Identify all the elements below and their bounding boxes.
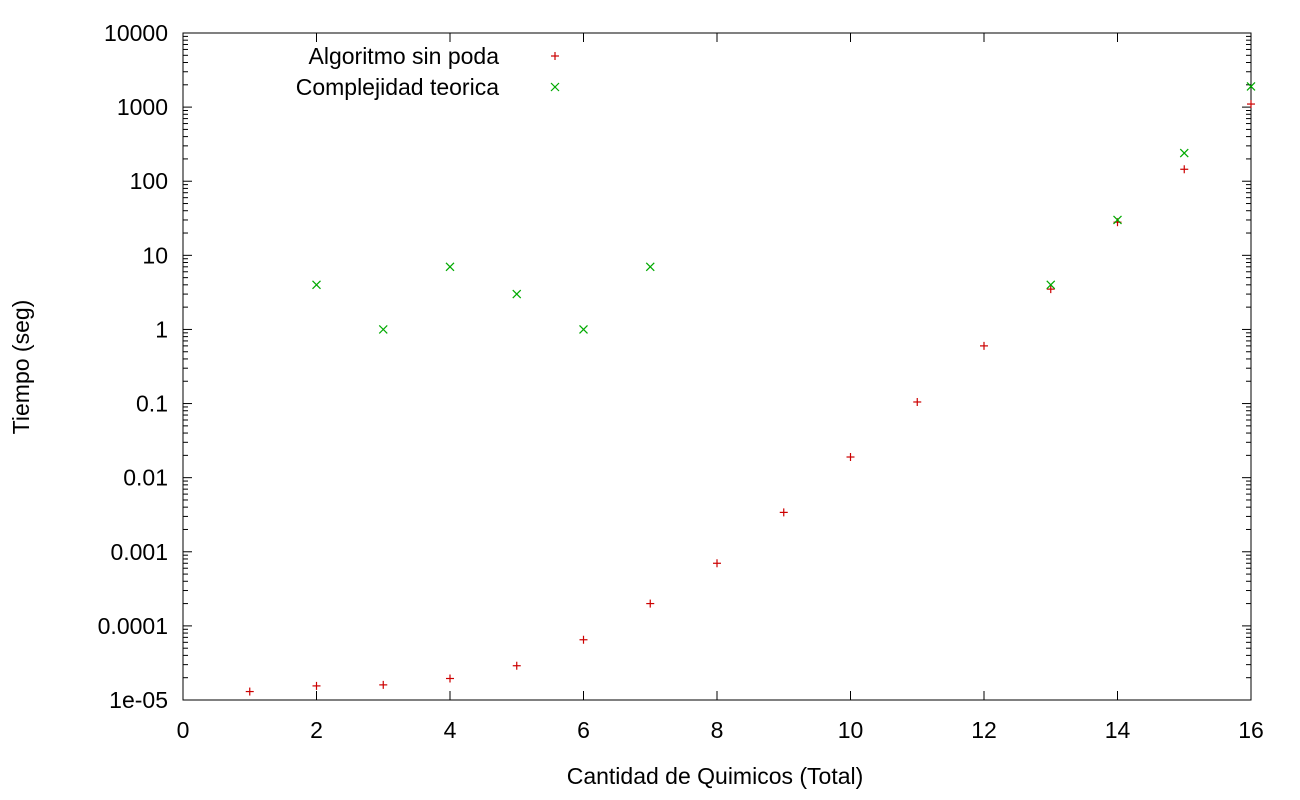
x-tick-label: 6 [577,717,590,743]
data-point-cross [579,325,588,334]
y-tick-label: 0.1 [136,391,168,417]
y-tick-label: 0.0001 [98,613,168,639]
y-tick-label: 10 [142,242,168,268]
legend: Algoritmo sin poda Complejidad teorica [296,43,560,100]
data-point-plus [713,559,721,568]
y-tick-label: 1 [155,316,168,342]
data-point-plus [245,687,254,696]
x-tick-label: 16 [1238,717,1264,743]
y-tick-label: 0.01 [123,465,168,491]
data-point-plus [1046,285,1055,294]
y-tick-label: 10000 [104,20,168,46]
legend-marker [550,82,560,92]
y-tick-label: 1e-05 [109,687,168,713]
x-axis-label: Cantidad de Quimicos (Total) [567,763,864,789]
x-tick-label: 2 [310,717,323,743]
x-tick-label: 8 [711,717,724,743]
data-point-plus [1247,100,1255,109]
data-point-plus [512,661,521,670]
data-point-cross [512,289,522,299]
data-point-cross [1246,82,1256,91]
y-tick-label: 1000 [117,94,168,120]
x-tick-label: 12 [971,717,997,743]
data-point-cross [378,325,388,334]
data-point-plus [579,635,588,644]
data-point-plus [980,341,988,350]
legend-label: Complejidad teorica [296,74,499,100]
x-axis: 0 2 4 6 8 10 12 14 16 [177,33,1264,743]
x-tick-label: 10 [838,717,864,743]
data-point-plus [446,674,454,683]
plot-area [245,82,1256,696]
data-point-plus [846,453,855,462]
data-point-cross [645,262,655,272]
data-point-cross [1179,148,1189,158]
y-tick-label: 100 [130,168,168,194]
data-point-plus [646,599,655,608]
data-point-cross [312,280,321,290]
y-axis-label: Tiempo (seg) [8,300,34,435]
y-axis: 1e-05 0.0001 0.001 0.01 0.1 1 10 100 1000 10000 [98,20,1251,713]
data-point-cross [1113,215,1122,225]
plot-frame [182,32,1252,701]
data-point-plus [1180,165,1189,174]
data-point-cross [1046,280,1056,290]
data-point-plus [312,681,321,690]
data-point-plus [779,508,788,517]
legend-label: Algoritmo sin poda [309,43,500,69]
data-point-plus [913,397,922,406]
data-point-cross [445,262,455,272]
x-tick-label: 4 [444,717,457,743]
y-tick-label: 0.001 [110,539,168,565]
legend-marker [551,52,559,60]
x-tick-label: 0 [177,717,190,743]
data-point-plus [379,680,388,689]
x-tick-label: 14 [1105,717,1131,743]
